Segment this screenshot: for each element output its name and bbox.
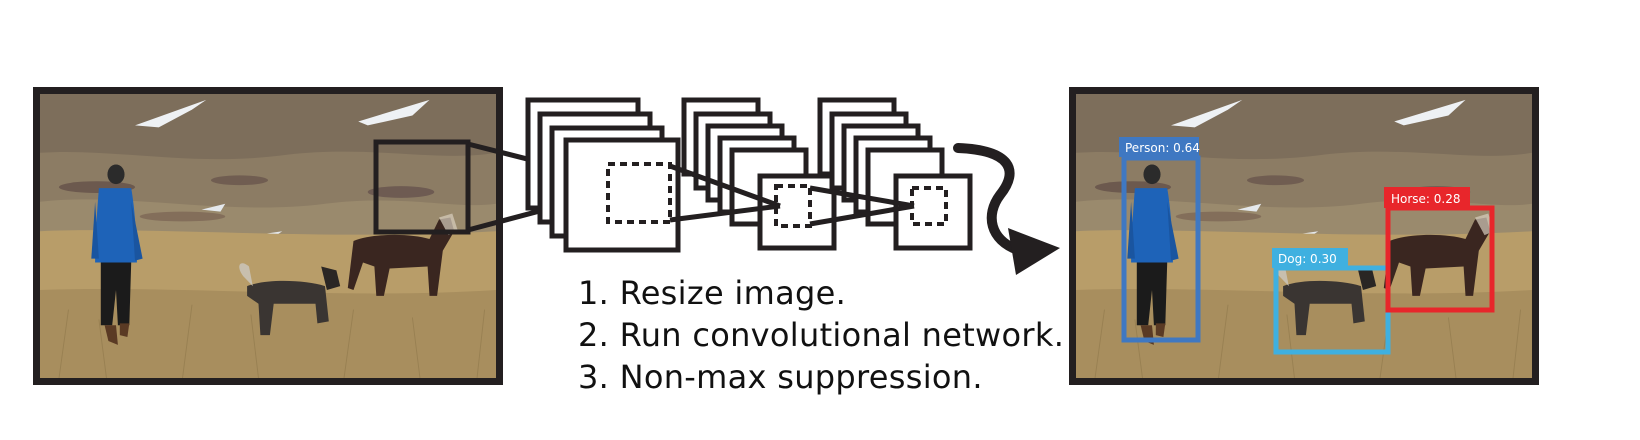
step-2: 2. Run convolutional network. xyxy=(578,316,1065,354)
person-label: Person: 0.64 xyxy=(1125,141,1200,155)
input-image xyxy=(33,87,503,385)
cnn-layers xyxy=(525,97,973,253)
step-3: 3. Non-max suppression. xyxy=(578,358,983,396)
connector-lines xyxy=(669,163,915,227)
detection-person: Person: 0.64 xyxy=(1119,137,1201,343)
output-image: Person: 0.64 Dog: 0.30 Horse: 0.28 xyxy=(1069,87,1539,385)
horse-label-tag xyxy=(1384,187,1470,208)
receptive-field-2 xyxy=(774,184,812,228)
crop-window xyxy=(373,139,471,235)
output-arrow xyxy=(953,143,1060,275)
receptive-field-1 xyxy=(606,162,672,224)
person-label-tag xyxy=(1119,137,1199,157)
person-bounding-box xyxy=(1121,155,1201,343)
horse-label: Horse: 0.28 xyxy=(1391,192,1461,206)
layer-2f xyxy=(757,173,837,251)
detection-horse: Horse: 0.28 xyxy=(1384,187,1495,313)
pipeline-steps: 1. Resize image. 2. Run convolutional ne… xyxy=(578,272,1064,398)
step-1: 1. Resize image. xyxy=(578,274,847,312)
layer-1d xyxy=(563,137,681,253)
dog-label: Dog: 0.30 xyxy=(1278,252,1337,266)
layer-3f xyxy=(893,173,973,251)
dog-label-tag xyxy=(1272,248,1348,268)
